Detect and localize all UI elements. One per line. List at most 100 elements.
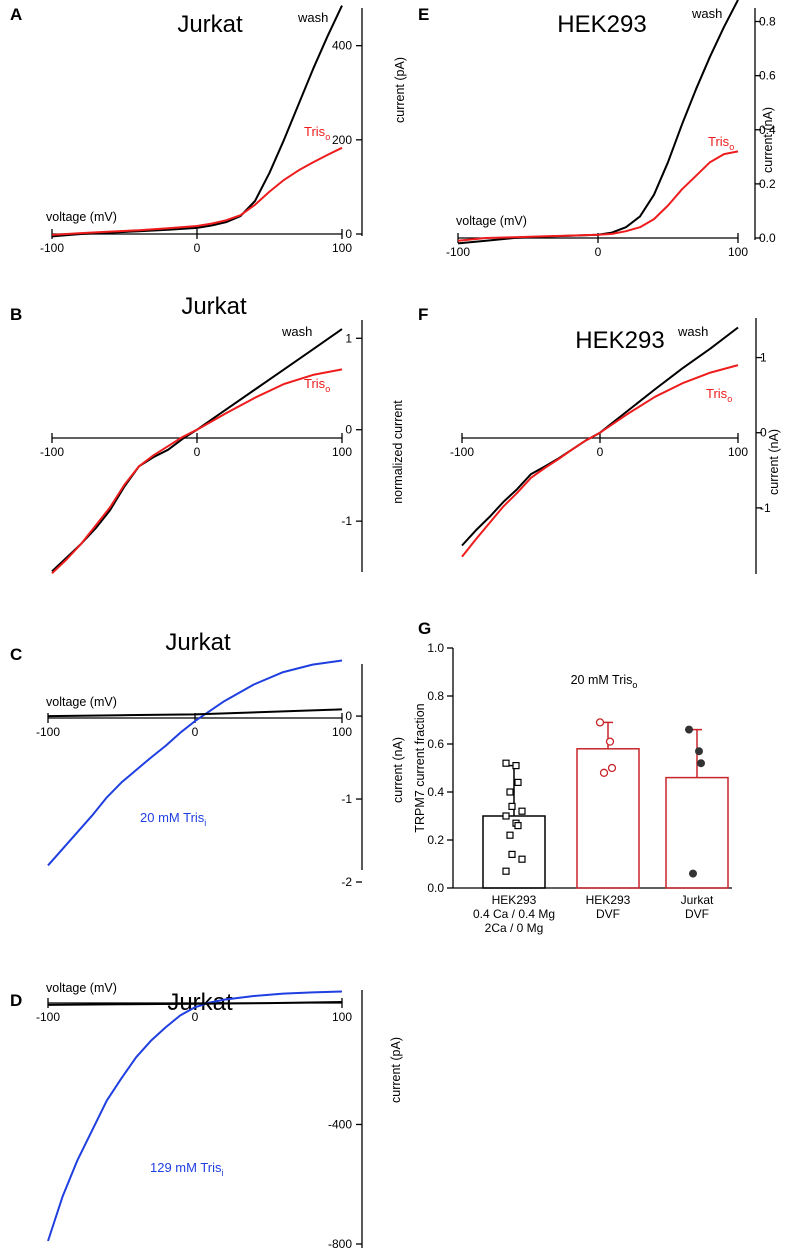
x-tick-label: 0	[597, 445, 604, 459]
panel-title: Jurkat	[165, 629, 231, 656]
data-point	[514, 821, 522, 830]
series-label: Triso	[706, 386, 732, 404]
category-label: Jurkat	[681, 893, 714, 907]
data-point	[595, 718, 605, 727]
category-label: 2Ca / 0 Mg	[485, 921, 544, 935]
x-tick-label: -100	[450, 445, 474, 459]
panel-f: F HEK293 -100 0 100 1 0 -1 current (nA) wash Triso	[418, 305, 781, 574]
category-label: 0.4 Ca / 0.4 Mg	[473, 907, 555, 921]
data-point	[518, 807, 526, 815]
panel-title: HEK293	[557, 11, 646, 38]
y-tick-label: 200	[332, 133, 352, 147]
y-tick-label: 0.2	[759, 177, 776, 191]
x-tick-label: -100	[40, 241, 64, 255]
series-line-tris-o	[461, 364, 739, 558]
y-tick-label: 1	[345, 331, 352, 345]
y-tick-label: -1	[760, 501, 771, 515]
series-line-tris-o	[51, 146, 343, 236]
y-axis-label: TRPM7 current fraction	[413, 703, 427, 832]
series-label: Triso	[304, 124, 330, 142]
y-tick-label: 0	[345, 709, 352, 723]
panel-label: E	[418, 5, 429, 24]
x-axis-label: voltage (mV)	[46, 981, 117, 995]
panel-label: C	[10, 645, 22, 664]
panel-label: F	[418, 305, 428, 324]
data-point	[689, 869, 697, 878]
y-axis-label: current (pA)	[389, 1037, 403, 1103]
panel-label: D	[10, 991, 22, 1010]
y-tick-label: -2	[341, 875, 352, 889]
data-point	[508, 850, 516, 859]
y-axis-label: current (nA)	[761, 107, 775, 173]
y-tick-label: 0.4	[759, 123, 776, 137]
series-line-tris-o	[457, 150, 739, 242]
panel-title: 20 mM Triso	[571, 673, 638, 690]
category-label: HEK293	[586, 893, 631, 907]
series-line-129-mm-tris-i	[47, 990, 343, 1242]
data-point	[685, 725, 693, 734]
data-point	[605, 737, 615, 746]
y-axis-label: normalized current	[391, 400, 405, 504]
y-tick-label: 0.6	[759, 69, 776, 83]
data-point	[607, 763, 617, 773]
data-point	[502, 812, 510, 820]
panel-title: Jurkat	[177, 11, 243, 38]
y-tick-label: 0	[760, 426, 767, 440]
annotation: 20 mM Trisi	[140, 810, 206, 828]
x-tick-label: 0	[192, 1010, 199, 1024]
data-point	[512, 761, 520, 770]
series-label: wash	[281, 324, 312, 339]
x-tick-label: 0	[194, 241, 201, 255]
category-label: DVF	[685, 907, 709, 921]
y-tick-label: 0	[345, 423, 352, 437]
series-label: wash	[677, 324, 708, 339]
category-label: DVF	[596, 907, 620, 921]
panel-label: A	[10, 5, 22, 24]
data-point	[502, 867, 510, 875]
series-line-20-mm-tris-i	[47, 659, 343, 867]
data-point	[697, 759, 705, 768]
x-axis-label: voltage (mV)	[456, 214, 527, 228]
panel-e: E HEK293 -100 0 100 voltage (mV) 0.0 0.2 0.4 0.6 0…	[418, 0, 776, 259]
series-label: Triso	[304, 376, 330, 394]
x-tick-label: 0	[595, 245, 602, 259]
panel-c: C Jurkat -100 0 100 voltage (mV) 0 -1 -2 current …	[10, 629, 405, 889]
y-tick-label: 0.0	[759, 231, 776, 245]
data-point	[518, 855, 526, 863]
category-label: HEK293	[492, 893, 537, 907]
series-label: wash	[297, 10, 328, 25]
x-tick-label: 0	[194, 445, 201, 459]
y-tick-label: 0.0	[427, 881, 444, 895]
y-tick-label: -800	[328, 1237, 352, 1251]
y-tick-label: -1	[341, 792, 352, 806]
panel-g: G 20 mM Triso 0.0 0.2 0.4 0.6 0.8 1.0 TRPM7 curr…	[413, 619, 732, 935]
x-tick-label: 100	[332, 445, 352, 459]
series-label: wash	[691, 6, 722, 21]
series-label: Triso	[708, 134, 734, 152]
panel-title: Jurkat	[181, 293, 247, 320]
data-point	[502, 759, 510, 767]
series-line-tris-o	[51, 368, 343, 575]
bar	[665, 776, 729, 889]
y-tick-label: 0.4	[427, 785, 444, 799]
series-line-control	[47, 708, 343, 718]
x-tick-label: 100	[728, 445, 748, 459]
x-tick-label: 100	[332, 1010, 352, 1024]
y-tick-label: 400	[332, 39, 352, 53]
y-tick-label: 1	[760, 351, 767, 365]
x-axis-label: voltage (mV)	[46, 695, 117, 709]
y-tick-label: 1.0	[427, 641, 444, 655]
x-axis-label: voltage (mV)	[46, 210, 117, 224]
series-line-wash	[51, 5, 343, 238]
x-tick-label: -100	[36, 725, 60, 739]
y-tick-label: 0.2	[427, 833, 444, 847]
x-tick-label: 100	[332, 241, 352, 255]
y-axis-label: current (pA)	[393, 57, 407, 123]
y-tick-label: -400	[328, 1117, 352, 1131]
panel-label: G	[418, 619, 431, 638]
panel-b: B Jurkat -100 0 100 1 0 -1 normalized current was…	[10, 293, 405, 575]
data-point	[695, 747, 703, 756]
y-tick-label: 0	[345, 227, 352, 241]
